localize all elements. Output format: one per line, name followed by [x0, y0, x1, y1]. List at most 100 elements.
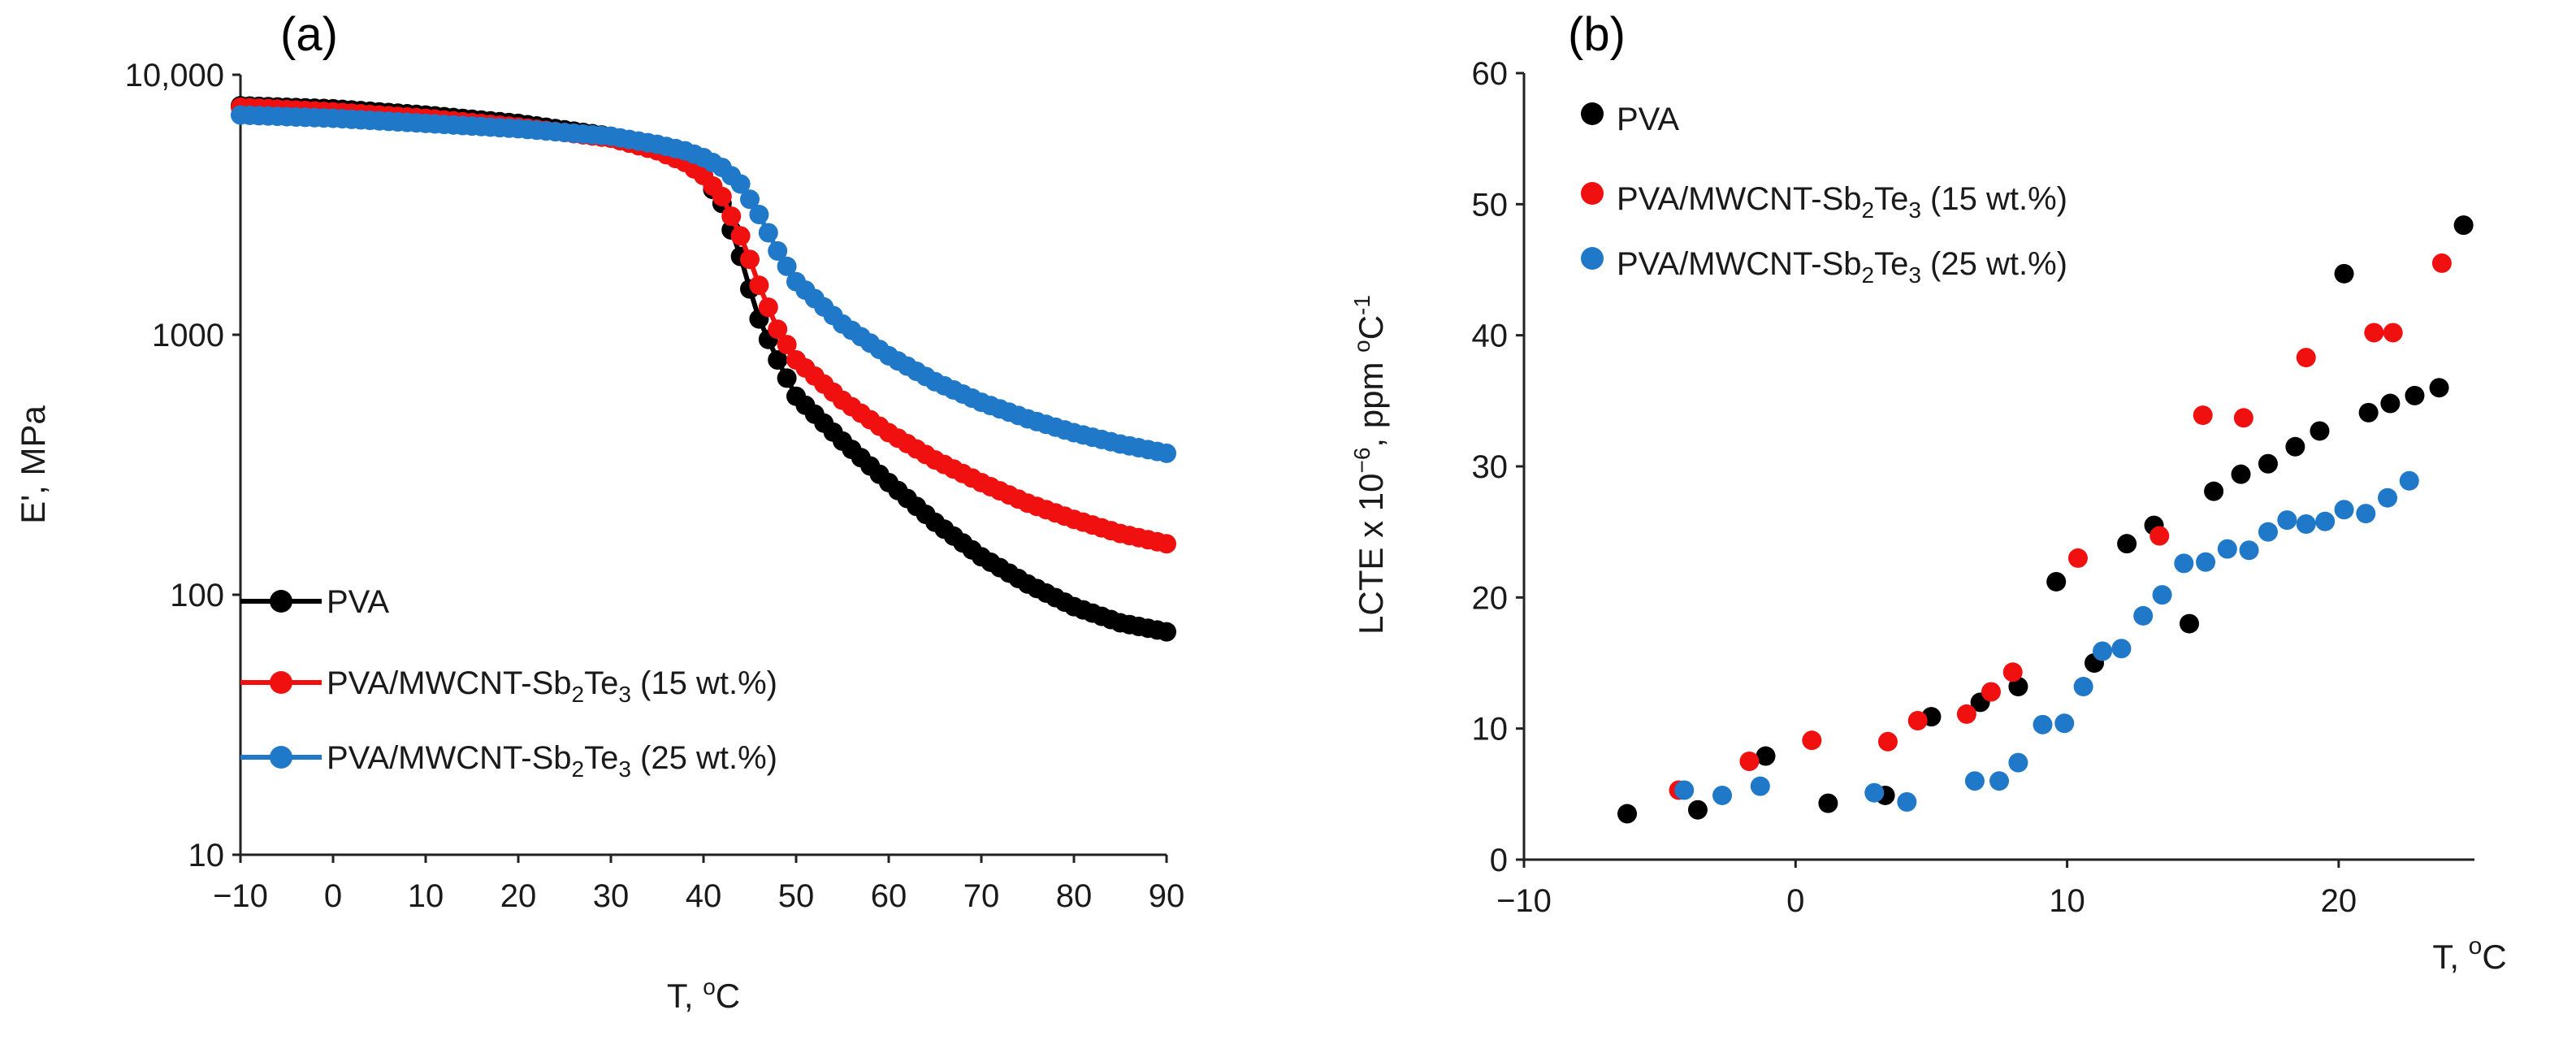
panel-a-x-axis-label: T, oC — [667, 974, 740, 1015]
panel-b-point-blue — [1964, 771, 1985, 791]
panel-b-point-pva — [2231, 464, 2251, 484]
panel-b-x-tick-label: 20 — [2321, 883, 2357, 919]
panel-b-point-blue — [1712, 785, 1733, 805]
panel-a-point-blue — [777, 256, 797, 276]
panel-b-point-blue — [2296, 514, 2316, 534]
panel-a-point-red — [749, 275, 769, 296]
panel-b-point-pva — [2117, 534, 2137, 554]
panel-a-point-blue — [1157, 443, 1176, 463]
panel-a-y-tick-label: 10,000 — [125, 58, 224, 93]
panel-b-point-blue — [2334, 500, 2354, 520]
panel-b-legend: PVA PVA/MWCNT-Sb2Te3 (15 wt.%) PVA/MWCNT-S… — [1581, 102, 2067, 288]
panel-a-y-axis-label: E', MPa — [14, 405, 52, 523]
panel-b-point-pva — [2334, 263, 2354, 284]
panel-a-legend-label-blue: PVA/MWCNT-Sb2Te3 (25 wt.%) — [327, 740, 777, 782]
panel-a-point-red — [730, 226, 751, 246]
panel-b-point-blue — [2073, 677, 2093, 697]
panel-b-point-blue — [2133, 605, 2154, 626]
panel-b-point-blue — [2174, 553, 2194, 574]
panel-a-point-red — [721, 206, 742, 227]
panel-b-point-pva — [2046, 571, 2067, 592]
panel-a-legend-label-pva: PVA — [327, 584, 389, 620]
panel-b-point-pva — [2358, 402, 2379, 422]
panel-b-point-blue — [2111, 639, 2132, 659]
panel-a-legend: PVA PVA/MWCNT-Sb2Te3 (15 wt.%) PVA/MWCNT-S… — [240, 584, 777, 782]
panel-b-y-tick-label: 20 — [1472, 580, 1509, 616]
panel-a-point-blue — [749, 205, 769, 225]
panel-b-point-blue — [2258, 522, 2278, 542]
panel-b-point-red — [2150, 526, 2170, 546]
panel-b-point-blue — [2008, 752, 2028, 773]
panel-b-point-pva — [1617, 804, 1638, 824]
panel-a-x-tick-label: 50 — [778, 878, 815, 914]
panel-a-legend-marker-blue — [270, 746, 292, 769]
panel-a-x-tick-label: 70 — [963, 878, 1000, 914]
panel-a-x-tick-label: 40 — [686, 878, 722, 914]
panel-b-x-axis-label: T, oC — [2432, 933, 2506, 976]
panel-a-x-tick-label: 0 — [324, 878, 342, 914]
panel-b-point-red — [2233, 408, 2253, 428]
panel-b-point-red — [2364, 323, 2384, 343]
panel-b-y-tick-label: 0 — [1490, 843, 1508, 878]
panel-b-y-tick-label: 40 — [1472, 318, 1509, 354]
panel-b-point-pva — [1818, 793, 1838, 813]
panel-a-point-blue — [730, 174, 751, 194]
panel-b-point-blue — [2196, 552, 2216, 572]
panel-a-point-red — [1157, 534, 1176, 554]
panel-a-x-tick-label: 10 — [408, 878, 444, 914]
panel-b-point-pva — [1687, 800, 1708, 820]
panel-a-x-tick-label: 20 — [500, 878, 537, 914]
panel-b-point-blue — [2277, 510, 2297, 531]
panel-a-y-tick-label: 100 — [170, 578, 224, 613]
panel-b-legend-marker-pva — [1581, 102, 1604, 125]
panel-b-point-blue — [1989, 771, 2009, 791]
panel-b-point-pva — [2204, 481, 2224, 501]
panel-b-label: (b) — [1568, 8, 1626, 61]
panel-a-legend-marker-red — [270, 671, 292, 694]
panel-a-x-tick-label: −10 — [213, 878, 268, 914]
panel-b-point-blue — [2315, 511, 2336, 531]
panel-b-point-red — [2002, 662, 2023, 682]
panel-b-point-pva — [2258, 453, 2278, 474]
panel-b-legend-label-red: PVA/MWCNT-Sb2Te3 (15 wt.%) — [1617, 181, 2067, 223]
panel-a-x-tick-label: 90 — [1149, 878, 1185, 914]
panel-b-point-blue — [2152, 585, 2172, 605]
panel-b-point-red — [2296, 348, 2316, 368]
panel-a-point-red — [712, 186, 732, 206]
panel-b-y-tick-label: 60 — [1472, 56, 1509, 92]
panel-b-point-pva — [2180, 613, 2199, 634]
panel-a-point-pva — [1157, 622, 1176, 642]
panel-a-point-blue — [758, 223, 778, 243]
panel-b-point-red — [1981, 682, 2001, 702]
panel-a-point-blue — [740, 189, 760, 210]
panel-b-point-blue — [2399, 470, 2419, 491]
panel-b-legend-label-blue: PVA/MWCNT-Sb2Te3 (25 wt.%) — [1617, 246, 2067, 288]
panel-a-y-tick-label: 1000 — [152, 318, 224, 353]
panel-a-point-red — [740, 249, 760, 270]
panel-a-x-tick-label: 60 — [871, 878, 907, 914]
panel-a-series-blue — [231, 105, 1176, 463]
panel-a-chart: (a) −10 0 10 20 30 40 50 60 70 80 90 10 100 1000 10,00… — [14, 8, 1184, 1015]
panel-a-point-red — [758, 297, 778, 318]
panel-a-point-red — [768, 319, 788, 340]
panel-a-x-tick-label: 30 — [593, 878, 630, 914]
panel-b-legend-label-pva: PVA — [1617, 102, 1679, 137]
panel-b-point-blue — [2239, 540, 2259, 561]
panel-b-point-pva — [2380, 393, 2401, 414]
panel-b-y-tick-label: 10 — [1472, 712, 1509, 748]
panel-b-y-tick-label: 30 — [1472, 449, 1509, 485]
panel-b-point-pva — [2453, 215, 2474, 236]
panel-a-label: (a) — [280, 8, 338, 61]
panel-b-point-pva — [1756, 746, 1776, 766]
panel-b-series-pva — [1617, 215, 2474, 824]
panel-a-point-blue — [768, 240, 788, 261]
panel-b-point-blue — [1864, 782, 1885, 803]
panel-b-point-red — [2383, 323, 2403, 343]
panel-b-y-axis-label: LCTE x 10−6, ppm oC-1 — [1349, 295, 1390, 635]
panel-a-legend-marker-pva — [270, 590, 292, 613]
panel-a-x-tick-label: 80 — [1056, 878, 1093, 914]
panel-a-point-pva — [777, 368, 797, 388]
panel-b-legend-marker-blue — [1581, 247, 1604, 270]
